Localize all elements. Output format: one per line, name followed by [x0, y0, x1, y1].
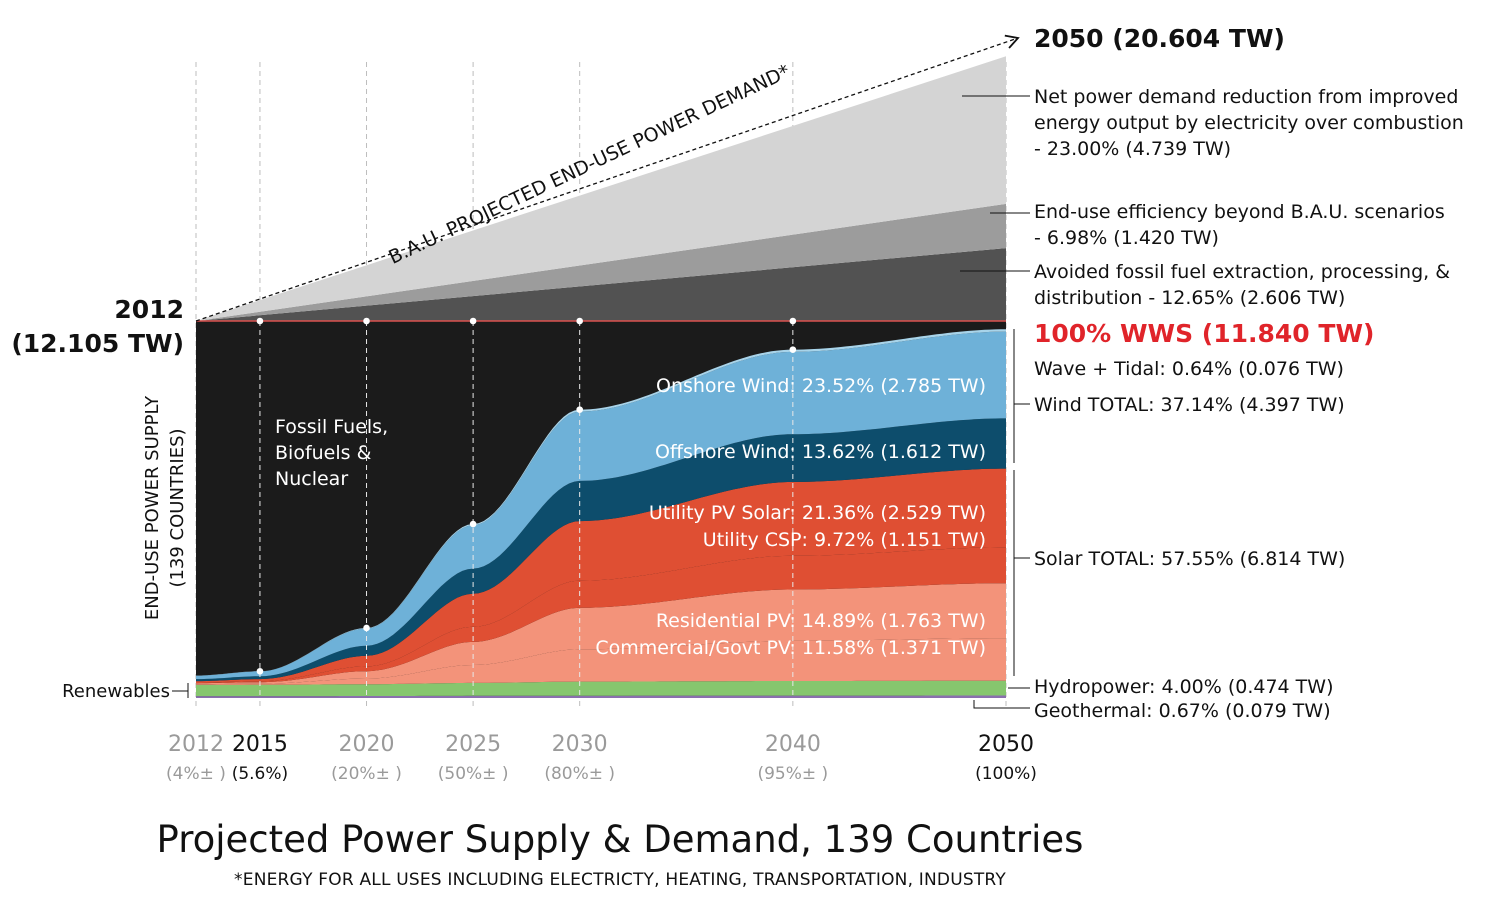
- leader-renewables: [172, 683, 189, 698]
- x-tick-share-2020: (20%± ): [331, 764, 402, 784]
- reduction-label-0-line-1: energy output by electricity over combus…: [1034, 112, 1464, 134]
- reduction-label-0-line-2: - 23.00% (4.739 TW): [1034, 138, 1231, 160]
- x-tick-share-2025: (50%± ): [438, 764, 509, 784]
- series-label-geothermal: Geothermal: 0.67% (0.079 TW): [1034, 700, 1331, 722]
- y-axis-label: END-USE POWER SUPPLY: [142, 395, 163, 620]
- renewables-label: Renewables: [62, 681, 170, 702]
- start-year-label: 2012: [114, 295, 184, 324]
- series-label-commercial-govt-pv: Commercial/Govt PV: 11.58% (1.371 TW): [595, 637, 986, 659]
- area-geothermal: [196, 695, 1006, 698]
- x-tick-share-2012: (4%± ): [166, 764, 226, 784]
- reduction-label-2-line-0: Avoided fossil fuel extraction, processi…: [1034, 261, 1450, 283]
- series-label-utility-pv-solar: Utility PV Solar: 21.36% (2.529 TW): [649, 502, 986, 524]
- reduction-area-end-use-efficiency-beyond-b-a-u-scenario: [196, 203, 1006, 321]
- area-residential-pv: [196, 583, 1006, 685]
- x-tick-share-2040: (95%± ): [757, 764, 828, 784]
- chart-title: Projected Power Supply & Demand, 139 Cou…: [156, 818, 1084, 861]
- start-value-label: (12.105 TW): [11, 329, 184, 358]
- fossil-label-line-1: Biofuels &: [275, 442, 372, 464]
- series-label-hydropower: Hydropower: 4.00% (0.474 TW): [1034, 676, 1334, 698]
- series-label-wave-tidal: Wave + Tidal: 0.64% (0.076 TW): [1034, 358, 1344, 380]
- reduction-label-1-line-0: End-use efficiency beyond B.A.U. scenari…: [1034, 201, 1445, 223]
- area-hydropower: [196, 680, 1006, 697]
- series-label-utility-csp: Utility CSP: 9.72% (1.151 TW): [703, 529, 986, 551]
- series-label-offshore-wind: Offshore Wind: 13.62% (1.612 TW): [655, 441, 986, 463]
- wind-total-label: Wind TOTAL: 37.14% (4.397 TW): [1034, 394, 1345, 416]
- fossil-label-line-0: Fossil Fuels,: [275, 416, 388, 438]
- leader-geothermal: [973, 700, 1030, 709]
- wws-point-2020: [363, 624, 370, 632]
- area-onshore-wind: [196, 331, 1006, 680]
- chart-subtitle: *ENERGY FOR ALL USES INCLUDING ELECTRICT…: [234, 870, 1006, 890]
- x-tick-label-2050: 2050: [978, 732, 1034, 757]
- wws-point-2025: [469, 520, 477, 528]
- reduction-label-2-line-1: distribution - 12.65% (2.606 TW): [1034, 287, 1345, 309]
- area-utility-pv-solar: [196, 468, 1006, 683]
- supply-point-2030: [576, 317, 583, 325]
- x-tick-share-2050: (100%): [975, 764, 1037, 784]
- area-utility-csp: [196, 547, 1006, 684]
- x-tick-label-2025: 2025: [445, 732, 501, 757]
- solar-total-label: Solar TOTAL: 57.55% (6.814 TW): [1034, 548, 1345, 570]
- x-tick-label-2012: 2012: [168, 732, 224, 757]
- x-tick-share-2030: (80%± ): [544, 764, 615, 784]
- end-demand-label: 2050 (20.604 TW): [1034, 24, 1285, 53]
- series-label-onshore-wind: Onshore Wind: 23.52% (2.785 TW): [656, 375, 986, 397]
- x-tick-label-2020: 2020: [339, 732, 395, 757]
- reduction-area-avoided-fossil-fuel-extraction-processin: [196, 248, 1006, 330]
- x-tick-label-2040: 2040: [765, 732, 821, 757]
- reduction-area-net-power-demand-reduction-from-improved: [196, 56, 1006, 322]
- x-tick-label-2030: 2030: [552, 732, 608, 757]
- supply-point-2020: [363, 317, 370, 325]
- reduction-label-0-line-0: Net power demand reduction from improved: [1034, 86, 1458, 108]
- supply-point-2025: [469, 317, 477, 325]
- wws-point-2040: [789, 346, 797, 353]
- area-offshore-wind: [196, 418, 1006, 682]
- area-commercial-govt-pv: [196, 638, 1006, 685]
- x-tick-label-2015: 2015: [232, 732, 288, 757]
- reduction-label-1-line-1: - 6.98% (1.420 TW): [1034, 227, 1219, 249]
- y-axis-label-2: (139 COUNTRIES): [167, 428, 188, 587]
- supply-point-2040: [789, 317, 797, 325]
- bau-demand-arrow: [195, 34, 1020, 322]
- series-label-residential-pv: Residential PV: 14.89% (1.763 TW): [656, 610, 986, 632]
- fossil-label-line-2: Nuclear: [275, 468, 348, 490]
- wws-total-label: 100% WWS (11.840 TW): [1034, 319, 1374, 348]
- wws-point-2030: [576, 406, 583, 413]
- wws-point-2015: [256, 667, 264, 675]
- supply-point-2015: [256, 317, 264, 325]
- x-tick-share-2015: (5.6%): [232, 764, 288, 784]
